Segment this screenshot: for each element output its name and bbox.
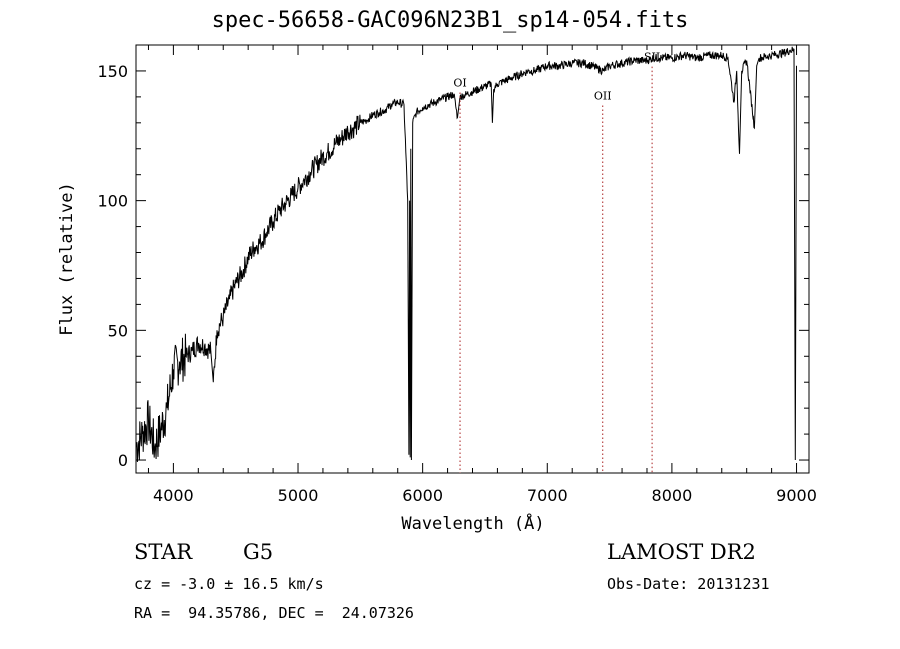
chart-title: spec-56658-GAC096N23B1_sp14-054.fits <box>211 8 689 33</box>
x-tick-label: 9000 <box>776 486 817 505</box>
annotation-label: OII <box>594 89 612 102</box>
y-tick-label: 0 <box>118 451 128 470</box>
x-tick-label: 8000 <box>652 486 693 505</box>
coords-text: RA = 94.35786, DEC = 24.07326 <box>134 604 414 622</box>
object-type: STAR <box>134 540 193 564</box>
annotation-label: OI <box>453 77 466 90</box>
axes-frame: 4000 5000 6000 7000 8000 9000 0 50 100 150 <box>97 44 817 505</box>
obs-date-text: Obs-Date: 20131231 <box>607 575 770 593</box>
x-tick-label: 7000 <box>527 486 568 505</box>
y-tick-label: 100 <box>97 192 128 211</box>
object-subclass: G5 <box>243 540 274 564</box>
spectrum-line <box>136 46 797 463</box>
y-tick-label: 50 <box>108 321 128 340</box>
line-annotations: OI OII SII <box>453 51 660 473</box>
x-tick-label: 5000 <box>278 486 319 505</box>
survey-name: LAMOST DR2 <box>607 540 756 564</box>
x-tick-label: 6000 <box>402 486 443 505</box>
x-tick-label: 4000 <box>153 486 194 505</box>
y-axis-label: Flux (relative) <box>57 182 77 336</box>
annotation-label: SII <box>644 51 660 64</box>
spectrum-series <box>136 46 797 463</box>
y-tick-label: 150 <box>97 62 128 81</box>
plot-frame <box>135 44 810 474</box>
x-axis-label: Wavelength (Å) <box>401 512 544 534</box>
velocity-text: cz = -3.0 ± 16.5 km/s <box>134 575 324 593</box>
